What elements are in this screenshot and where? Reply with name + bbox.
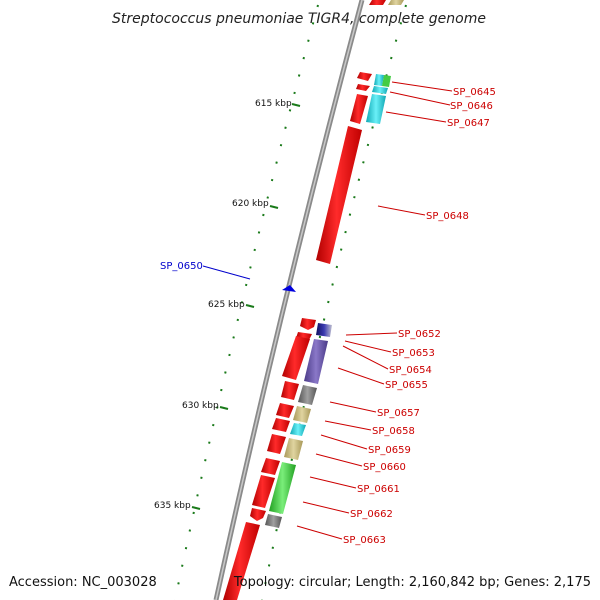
gene-red-7[interactable] (261, 458, 280, 475)
leader-sp0647 (385, 111, 447, 123)
gene-sp0663[interactable] (265, 514, 282, 528)
gene-sp0657[interactable] (293, 406, 311, 423)
gene-label-sp0655[interactable]: SP_0655 (385, 380, 428, 391)
map-title: Streptococcus pneumoniae TIGR4, complete… (112, 11, 486, 27)
gene-sp0646[interactable] (372, 86, 388, 94)
gene-label-sp0659[interactable]: SP_0659 (368, 445, 411, 456)
gene-label-sp0657[interactable]: SP_0657 (377, 408, 420, 419)
tick-620 (269, 205, 279, 209)
leader-sp0659 (320, 434, 368, 450)
leader-sp0652 (345, 332, 398, 336)
leader-sp0657 (329, 401, 377, 413)
kbp-label-615: 615 kbp (255, 99, 292, 109)
leader-sp0661 (309, 476, 357, 489)
gene-sp0647[interactable] (366, 94, 386, 124)
gene-red-long-2[interactable] (282, 336, 310, 380)
leader-sp0663 (296, 525, 343, 540)
gene-red-long-1[interactable] (350, 94, 368, 124)
gene-sp0652[interactable] (316, 323, 332, 337)
gene-label-sp0646[interactable]: SP_0646 (450, 101, 493, 112)
gene-red-4[interactable] (276, 403, 294, 418)
gene-red-5[interactable] (272, 418, 290, 432)
outer-guide-left (174, 4, 319, 600)
gene-red-8[interactable] (252, 475, 275, 508)
tick-630 (219, 406, 229, 410)
gene-top-red[interactable] (369, 0, 386, 5)
gene-label-sp0647[interactable]: SP_0647 (447, 118, 490, 129)
gene-sp0645-green[interactable] (382, 75, 391, 87)
gene-sp0655[interactable] (298, 385, 317, 405)
gene-red-3[interactable] (281, 381, 299, 400)
gene-label-sp0660[interactable]: SP_0660 (363, 462, 406, 473)
topology-text: Topology: circular; Length: 2,160,842 bp… (233, 575, 591, 590)
leader-sp0645 (391, 81, 453, 92)
leader-sp0660 (315, 453, 363, 467)
kbp-label-625: 625 kbp (208, 300, 245, 310)
genome-backbone-highlight (215, 0, 363, 600)
kbp-label-620: 620 kbp (232, 199, 269, 209)
gene-sp0653[interactable] (304, 339, 328, 384)
gene-red-6[interactable] (267, 434, 286, 454)
gene-red-small-2[interactable] (356, 84, 370, 91)
gene-sp0645[interactable] (374, 74, 384, 86)
leader-sp0648 (377, 205, 426, 216)
kbp-label-630: 630 kbp (182, 401, 219, 411)
kbp-label-635: 635 kbp (154, 501, 191, 511)
gene-label-sp0663[interactable]: SP_0663 (343, 535, 386, 546)
inner-guide-right (261, 4, 407, 600)
gene-sp0661[interactable] (269, 462, 296, 514)
gene-label-sp0650[interactable]: SP_0650 (160, 261, 203, 272)
leader-sp0653 (344, 340, 392, 353)
gene-red-small-1[interactable] (357, 72, 372, 81)
gene-label-sp0662[interactable]: SP_0662 (350, 509, 393, 520)
gene-label-sp0648[interactable]: SP_0648 (426, 211, 469, 222)
leader-sp0655 (337, 367, 385, 385)
gene-sp0650[interactable] (282, 285, 296, 292)
gene-label-sp0658[interactable]: SP_0658 (372, 426, 415, 437)
gene-top-tan[interactable] (388, 0, 404, 5)
gene-label-sp0645[interactable]: SP_0645 (453, 87, 496, 98)
tick-635 (191, 506, 201, 510)
tick-625 (245, 304, 255, 308)
gene-red-9[interactable] (250, 508, 266, 521)
leader-sp0646 (389, 91, 451, 106)
gene-label-sp0661[interactable]: SP_0661 (357, 484, 400, 495)
gene-red-long-bottom[interactable] (223, 522, 260, 600)
leader-sp0662 (302, 501, 350, 514)
gene-sp0659[interactable] (284, 438, 303, 460)
tick-615 (291, 103, 301, 107)
leader-sp0658 (324, 420, 372, 431)
gene-label-sp0654[interactable]: SP_0654 (389, 365, 432, 376)
gene-red-arrow-1[interactable] (300, 318, 316, 330)
leader-sp0654 (342, 345, 389, 370)
leader-sp0650 (202, 265, 251, 280)
gene-label-sp0653[interactable]: SP_0653 (392, 348, 435, 359)
gene-sp0648[interactable] (316, 126, 362, 264)
accession-text: Accession: NC_003028 (9, 575, 157, 590)
gene-label-sp0652[interactable]: SP_0652 (398, 329, 441, 340)
gene-sp0658[interactable] (290, 423, 306, 436)
